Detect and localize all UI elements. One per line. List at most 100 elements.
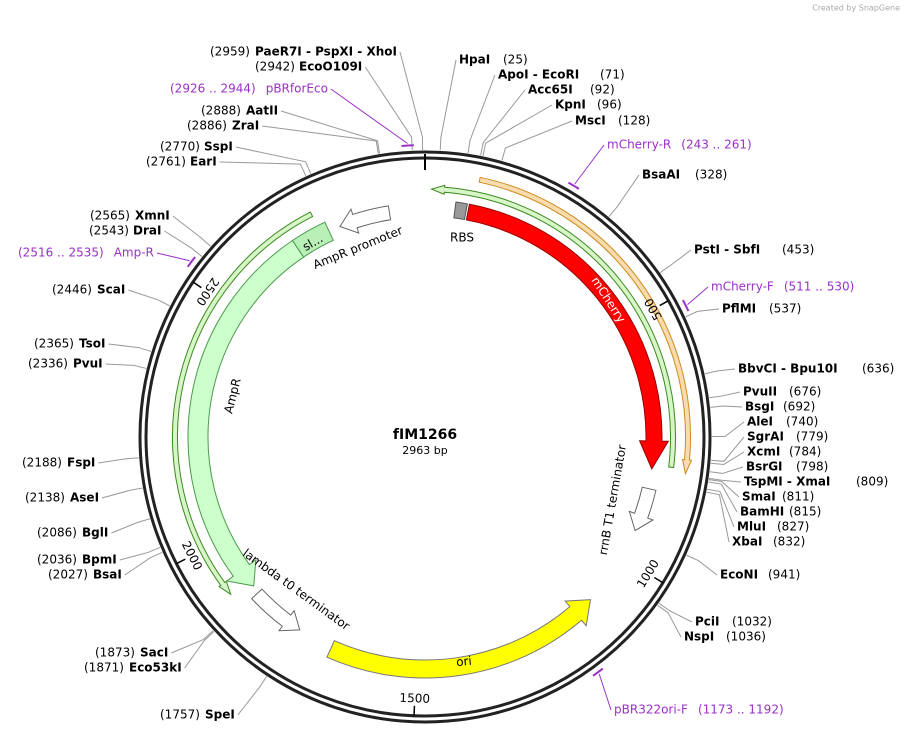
site-name: XcmI [747,445,780,459]
site-name: SgrAI [747,430,784,444]
backbone [138,150,712,724]
site-name: PstI - SbfI [694,243,760,257]
site-position: (941) [768,568,800,582]
feature-arrow [465,203,670,470]
site-name: BsgI [745,400,774,414]
feature-arrow [339,205,392,234]
site-name: ScaI [97,283,125,297]
site-name: PciI [695,615,720,629]
tick-label: 1000 [634,557,662,590]
feature-label: AmpR [221,377,243,415]
leader-line [708,477,742,483]
site-position: (815) [789,505,821,519]
site-position: (25) [503,53,528,67]
feature-arrow [326,599,592,679]
feature-arrow [628,486,657,532]
primer-leader [156,252,190,262]
leader-line [399,51,424,151]
leader-line [608,174,640,217]
site-position: (1032) [732,615,772,629]
site-position: (92) [590,83,615,97]
site-position: (676) [789,385,821,399]
site-position: (779) [796,430,828,444]
primer-mark [567,181,580,190]
site-name: BbvCI - Bpu10I [738,362,838,376]
primer-arc [429,184,676,469]
tick-mark [192,281,202,289]
site-name: EcoNI [720,568,758,582]
tick-label: 1500 [399,691,430,706]
site-position: (2543) [89,224,129,238]
site-name: ApoI - EcoRI [498,68,579,82]
leader-line [108,343,152,352]
feature-label: mCherry [588,274,628,325]
site-name: FspI [67,456,95,470]
primer-name: mCherry-F [711,280,774,294]
site-position: (2086) [37,526,77,540]
leader-line [111,518,151,534]
site-position: (2365) [34,337,74,351]
leader-line [704,368,736,375]
site-position: (2336) [28,357,68,371]
feature-box [291,221,334,258]
site-name: EcoO109I [299,60,362,74]
plasmid-name: fIM1266 [393,427,457,443]
site-name: XbaI [732,535,762,549]
primer-name: Amp-R [114,246,154,260]
leader-line [709,466,744,474]
site-name: DraI [133,224,161,238]
site-name: PflMI [722,302,756,316]
site-name: BamHI [740,505,784,519]
site-position: (2027) [48,568,88,582]
site-position: (2188) [22,456,62,470]
site-name: PaeR7I - PspXI - XhoI [255,45,397,59]
leader-line [105,363,147,369]
site-name: BglI [82,526,108,540]
site-position: (2888) [201,104,241,118]
primer-arc [478,176,693,476]
site-position: (809) [856,475,888,489]
leader-line [710,451,745,465]
primer-arc [171,211,314,596]
credit: Created by SnapGene [812,4,900,13]
site-position: (832) [773,535,805,549]
leader-line [98,457,139,464]
leader-line [172,215,211,247]
site-position: (2959) [210,45,250,59]
leader-line [657,604,682,638]
leader-line [439,59,457,151]
leader-line [658,602,693,623]
site-position: (2886) [187,119,227,133]
primer-leader [330,88,408,144]
leader-line [711,436,745,462]
site-name: NspI [684,630,714,644]
leader-line [280,110,381,154]
leader-line [119,546,161,561]
leader-line [467,74,496,154]
leader-line [101,487,143,499]
leader-line [237,676,268,716]
site-name: SspI [204,140,233,154]
leader-line [659,249,692,273]
site-name: BsaI [93,568,122,582]
site-name: Acc65I [528,83,573,97]
primer-mark [186,256,196,268]
site-position: (96) [597,98,622,112]
leader-line [686,554,718,576]
leader-line [480,89,526,156]
primer-mark [592,667,604,677]
leader-line [501,120,573,161]
leader-line [124,552,163,576]
leader-line [685,308,720,318]
leader-line [184,631,215,669]
feature-box [453,201,468,221]
tick-mark [653,576,664,584]
site-name: TsoI [79,337,105,351]
feature-label: RBS [450,231,474,245]
tick-label: 2500 [193,275,222,308]
leader-line [235,146,312,174]
site-name: ZraI [232,119,259,133]
primer-name: mCherry-R [607,138,671,152]
leader-line [364,66,413,151]
site-position: (2942) [255,60,295,74]
